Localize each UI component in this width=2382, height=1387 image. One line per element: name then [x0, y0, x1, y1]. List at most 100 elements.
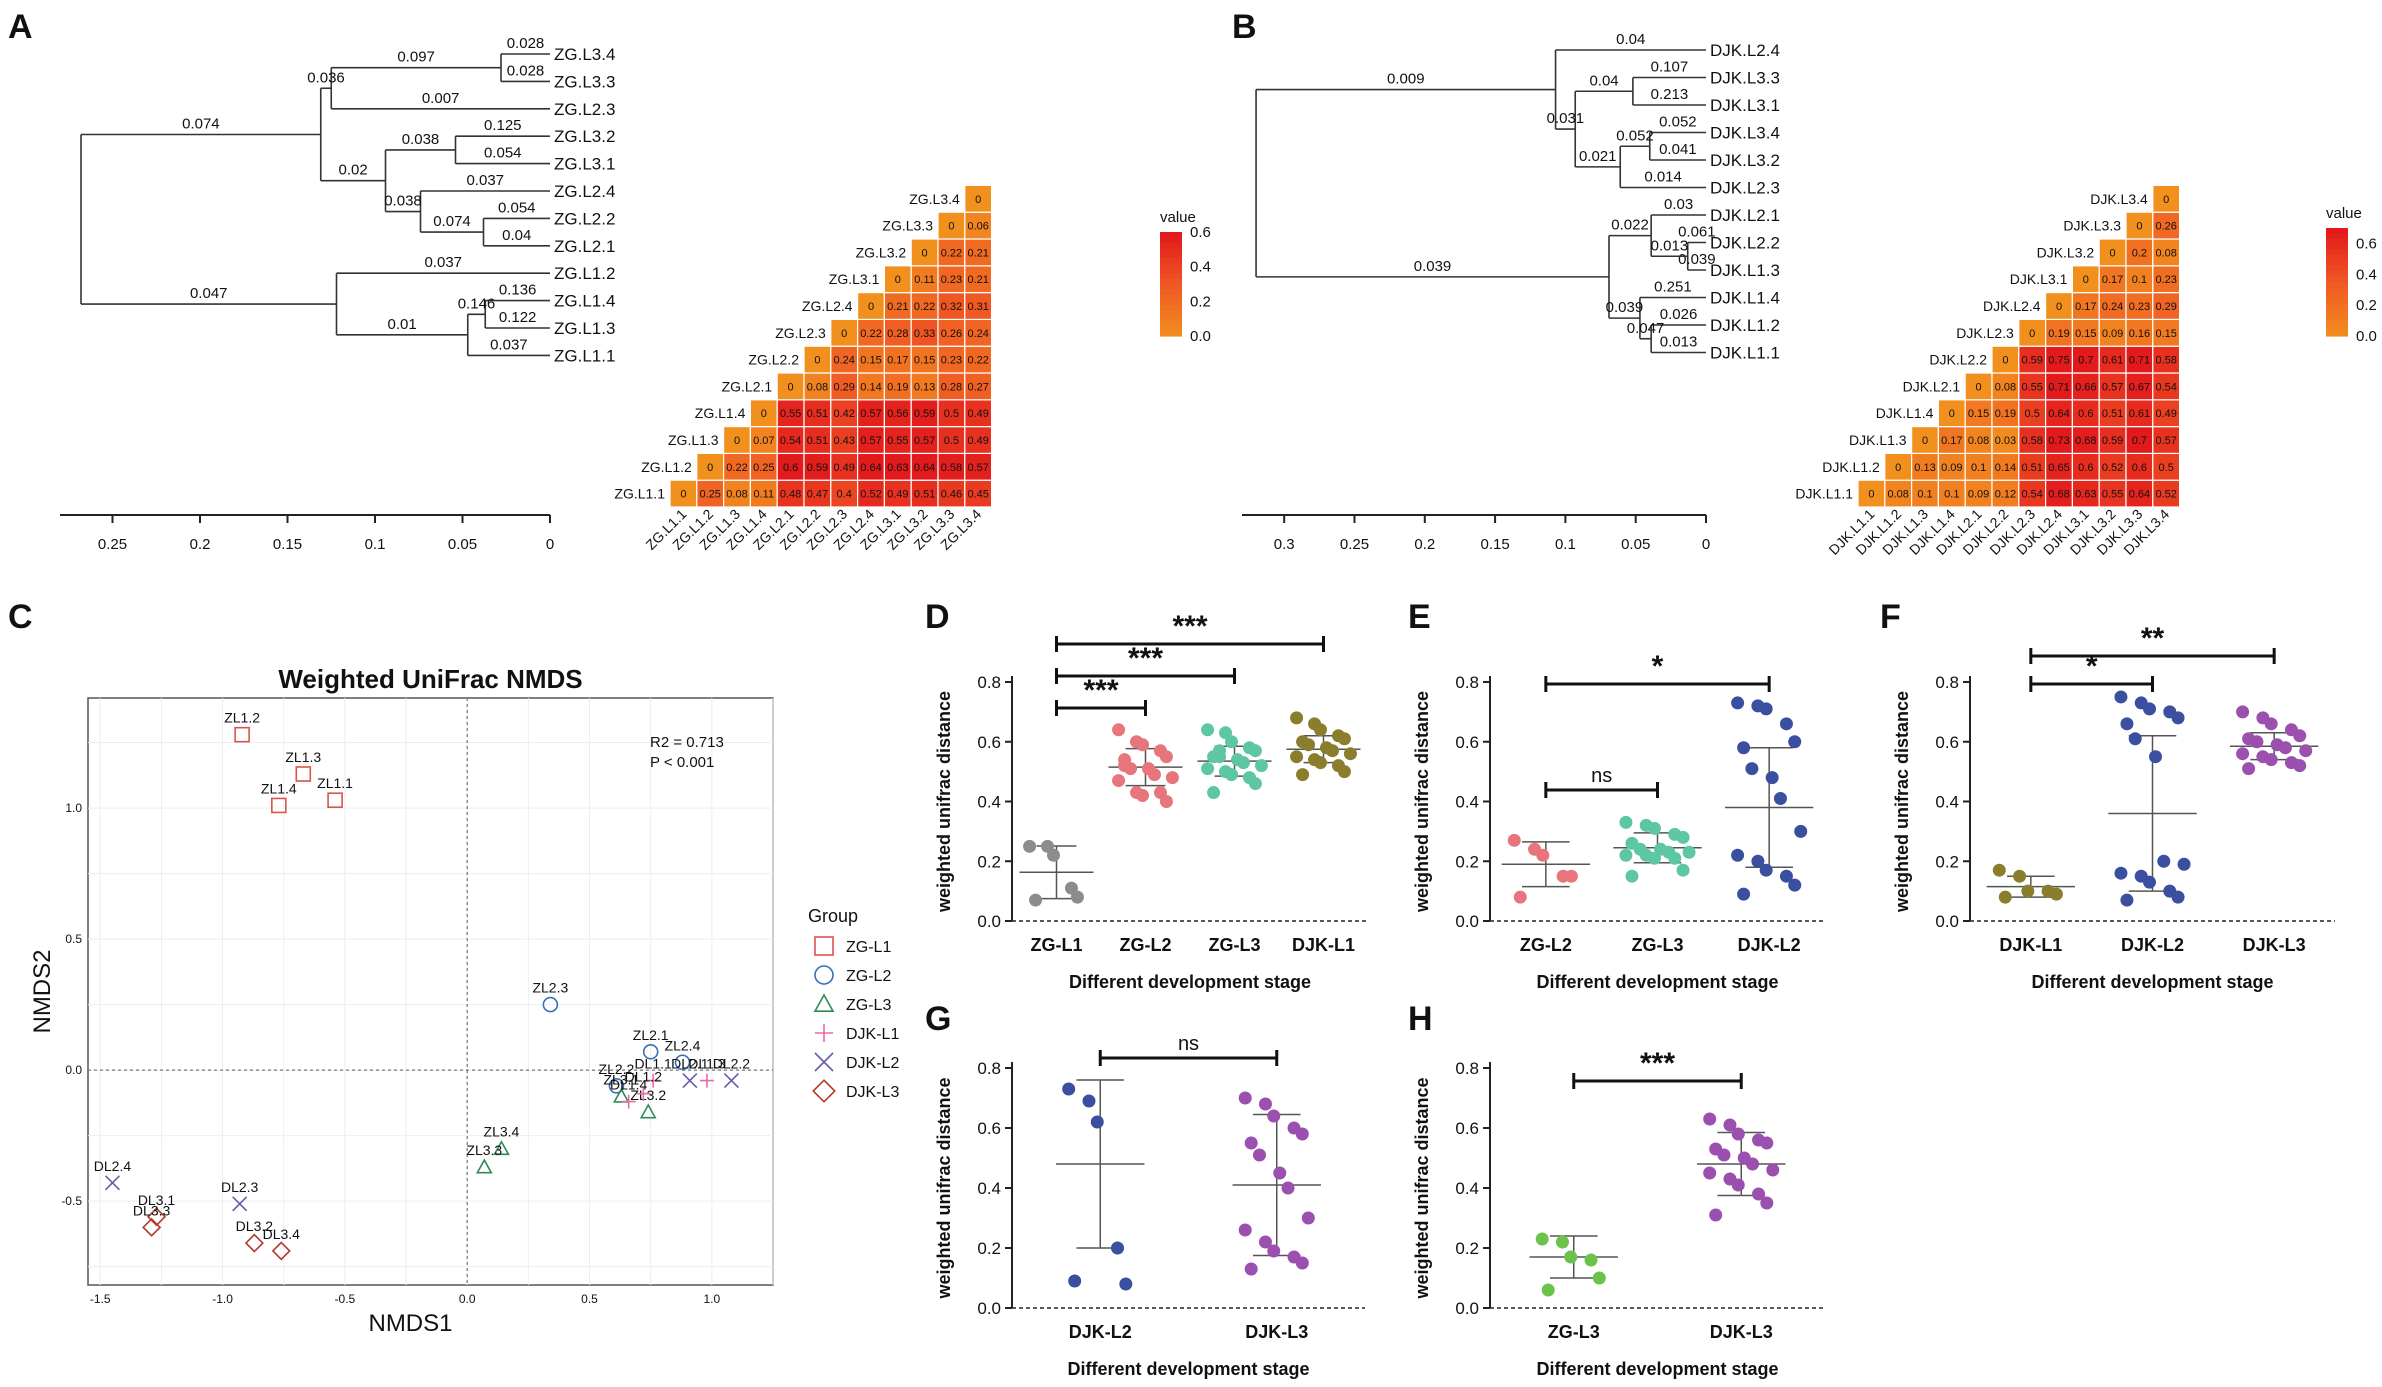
branch-length-label: 0.047: [1627, 320, 1665, 337]
heatmap-legend-swatch: [2326, 303, 2348, 310]
leaf-label: DJK.L1.4: [1710, 289, 1780, 308]
heatmap-cell: [937, 345, 966, 374]
heatmap-cell-value: 0.46: [941, 489, 962, 501]
panel-label-c: C: [8, 598, 33, 636]
data-point: [1745, 762, 1759, 776]
tree-axis-tick-label: 0.1: [1555, 536, 1576, 553]
branch-length-label: 0.041: [1659, 141, 1697, 158]
data-point: [1136, 789, 1149, 803]
nmds-xtick-label: 0.5: [581, 1292, 598, 1306]
leaf-label: ZG.L1.2: [554, 264, 615, 283]
leaf-label: DJK.L3.2: [1710, 151, 1780, 170]
y-tick-label: 0.6: [977, 733, 1001, 752]
y-tick-label: 0.4: [1455, 1179, 1479, 1198]
heatmap-cell: [964, 265, 993, 294]
heatmap-cell: [883, 479, 912, 508]
data-point: [1765, 771, 1779, 785]
heatmap-cell-value: 0.58: [941, 462, 962, 474]
heatmap-row-label: ZG.L1.2: [641, 459, 692, 475]
heatmap-cell-value: 0: [2002, 355, 2008, 367]
data-point: [1731, 1178, 1745, 1192]
heatmap-cell-value: 0.28: [887, 328, 908, 340]
heatmap-cell: [2125, 211, 2154, 240]
heatmap-cell-value: 0.1: [1971, 462, 1986, 474]
data-point: [1536, 848, 1550, 862]
leaf-label: DJK.L1.3: [1710, 261, 1780, 280]
heatmap-cell-value: 0.64: [914, 462, 935, 474]
heatmap-cell-value: 0.56: [887, 408, 908, 420]
data-point: [1541, 1283, 1555, 1297]
heatmap-cell-value: 0.06: [967, 221, 988, 233]
data-point: [1159, 795, 1173, 808]
data-point: [1584, 1253, 1598, 1267]
heatmap-cell-value: 0.47: [807, 489, 828, 501]
heatmap-cell-value: 0.28: [941, 381, 962, 393]
heatmap-cell-value: 0.22: [941, 247, 962, 259]
data-point: [1295, 1127, 1309, 1141]
heatmap-legend-swatch: [2326, 271, 2348, 278]
heatmap-cell-value: 0.64: [860, 462, 881, 474]
heatmap-cell-value: 0.49: [833, 462, 854, 474]
heatmap-legend-swatch: [2326, 298, 2348, 305]
heatmap-cell: [964, 479, 993, 508]
branch-length-label: 0.136: [499, 282, 537, 299]
heatmap-cell-value: 0.54: [780, 435, 801, 447]
panel-label-e: E: [1408, 598, 1431, 636]
y-tick-label: 0.8: [977, 1059, 1001, 1078]
data-point: [1676, 863, 1690, 877]
square-marker: [295, 766, 312, 782]
leaf-label: ZG.L3.3: [554, 72, 615, 91]
heatmap-cell: [964, 211, 993, 240]
data-point: [2013, 869, 2027, 883]
data-point: [2120, 893, 2134, 907]
heatmap-cell-value: 0: [707, 462, 713, 474]
heatmap-cell: [2152, 399, 2181, 428]
significance-label: *: [2086, 650, 2098, 683]
heatmap-cell-value: 0.61: [2129, 408, 2150, 420]
heatmap-cell-value: 0: [2163, 194, 2169, 206]
heatmap-cell-value: 0.68: [2075, 435, 2096, 447]
heatmap-cell-value: 0.59: [2102, 435, 2123, 447]
heatmap-cell-value: 0.64: [2129, 489, 2150, 501]
heatmap-cell: [910, 479, 939, 508]
heatmap-cell-value: 0.21: [967, 247, 988, 259]
heatmap-cell-value: 0.13: [914, 381, 935, 393]
leaf-label: ZG.L1.4: [554, 292, 615, 311]
data-point: [1513, 890, 1527, 904]
heatmap-row-label: DJK.L1.3: [1849, 432, 1907, 448]
data-point: [1062, 1082, 1076, 1096]
heatmap-cell-value: 0.55: [2021, 381, 2042, 393]
heatmap-cell: [856, 318, 885, 347]
heatmap-cell-value: 0.6: [2078, 408, 2093, 420]
heatmap-cell-value: 0.24: [833, 355, 854, 367]
heatmap-cell-value: 0.42: [833, 408, 854, 420]
plus-marker: [815, 1024, 833, 1042]
data-point: [2157, 854, 2171, 868]
nmds-point-label: ZL2.2: [599, 1061, 635, 1077]
heatmap-cell-value: 0.15: [2075, 328, 2096, 340]
heatmap-cell-value: 0.67: [2129, 381, 2150, 393]
branch-length-label: 0.02: [339, 162, 368, 179]
circle-marker: [674, 1054, 691, 1071]
nmds-xtick-label: -0.5: [335, 1292, 356, 1306]
heatmap-cell-value: 0.03: [1995, 435, 2016, 447]
dot-plot-e: 0.0 0.2 0.4 0.6 0.8 weighted unifrac distance…: [1412, 650, 1825, 992]
heatmap-cell: [883, 292, 912, 321]
heatmap-cell: [910, 399, 939, 428]
heatmap-cell: [964, 318, 993, 347]
heatmap-cell: [910, 372, 939, 401]
heatmap-cell: [2071, 479, 2100, 508]
heatmap-cell-value: 0: [680, 489, 686, 501]
heatmap-legend-swatch: [1160, 289, 1182, 295]
branch-length-label: 0.04: [1616, 31, 1645, 48]
branch-length-label: 0.007: [422, 90, 460, 107]
heatmap-row-label: ZG.L3.4: [909, 191, 960, 207]
heatmap-cell: [856, 479, 885, 508]
heatmap-cell-value: 0.58: [2021, 435, 2042, 447]
branch-length-label: 0.213: [1651, 86, 1689, 103]
data-point: [1992, 863, 2006, 877]
data-point: [1258, 1235, 1272, 1249]
tree-axis-tick-label: 0.05: [1621, 536, 1650, 553]
data-point: [2171, 711, 2185, 725]
